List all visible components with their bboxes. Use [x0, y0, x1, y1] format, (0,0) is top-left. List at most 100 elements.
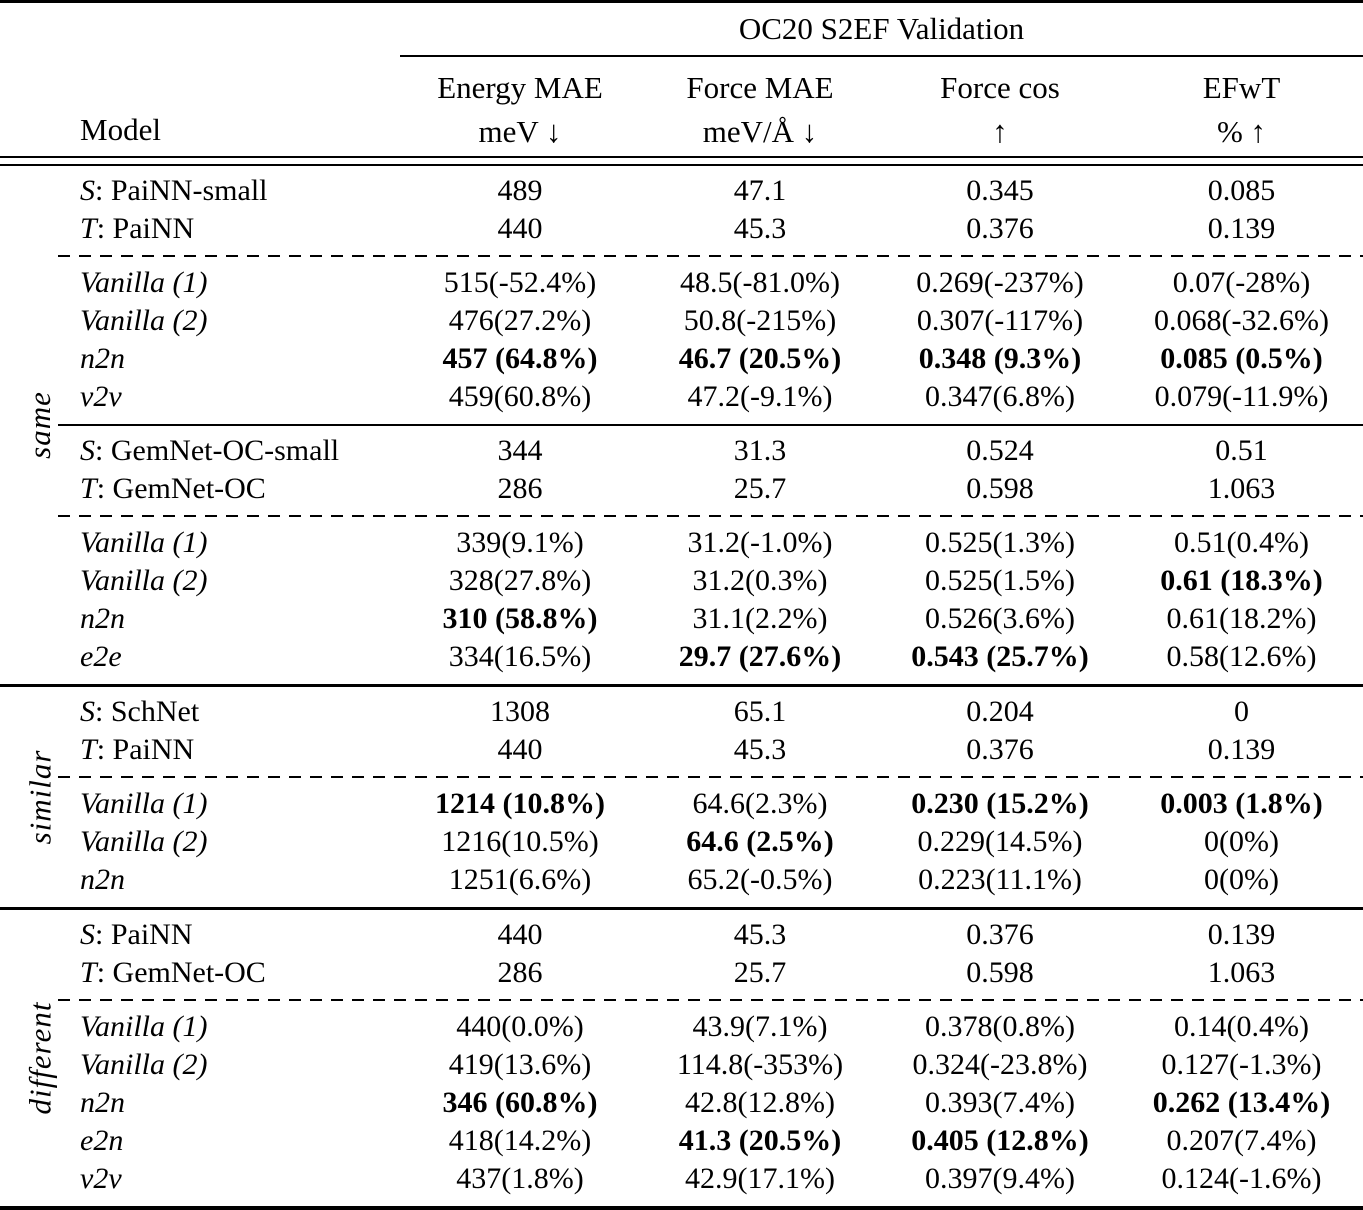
- method-name: Vanilla (1): [80, 1010, 208, 1043]
- method-row: v2v 459(60.8%) 47.2(-9.1%) 0.347(6.8%) 0.079…: [80, 378, 1363, 416]
- value-cell: 0.085 (0.5%): [1160, 342, 1323, 375]
- column-header-energy-mae: Energy MAE meV ↓: [400, 66, 640, 156]
- value-cell: 0.223(11.1%): [918, 863, 1082, 896]
- value-cell: 0(0%): [1204, 825, 1279, 858]
- group-body: S: SchNet 1308 65.1 0.204 0 T: PaiNN 440 45.3 0.…: [58, 687, 1363, 907]
- bottom-rule: [0, 1206, 1363, 1210]
- model-prefix: T: [80, 472, 97, 505]
- column-header-line1: EFwT: [1202, 70, 1281, 105]
- value-cell: 440: [497, 733, 543, 766]
- method-name: n2n: [80, 1086, 125, 1119]
- model-prefix: T: [80, 956, 97, 989]
- model-name: : GemNet-OC: [96, 472, 266, 505]
- value-cell: 45.3: [733, 212, 787, 245]
- method-row: n2n 1251(6.6%) 65.2(-0.5%) 0.223(11.1%) 0(0%…: [80, 861, 1363, 899]
- value-cell: 440: [497, 212, 543, 245]
- value-cell: 0.139: [1207, 212, 1276, 245]
- value-cell: 0.393(7.4%): [925, 1086, 1075, 1119]
- method-row: Vanilla (2) 419(13.6%) 114.8(-353%) 0.324(-…: [80, 1046, 1363, 1084]
- model-cell: S: PaiNN-small: [80, 174, 400, 208]
- value-cell: 0.526(3.6%): [925, 602, 1075, 635]
- source-target-row: S: PaiNN-small 489 47.1 0.345 0.085: [80, 172, 1363, 210]
- value-cell: 0.525(1.5%): [925, 564, 1075, 597]
- value-cell: 339(9.1%): [456, 526, 584, 559]
- model-cell: S: GemNet-OC-small: [80, 434, 400, 468]
- method-name: e2e: [80, 640, 122, 673]
- top-rule: [0, 0, 1363, 3]
- value-cell: 0.598: [966, 472, 1034, 505]
- value-cell: 25.7: [733, 472, 787, 505]
- method-name: v2v: [80, 1162, 122, 1195]
- value-cell: 1308: [490, 695, 550, 728]
- header-double-rule: [0, 156, 1363, 166]
- source-target-row: T: GemNet-OC 286 25.7 0.598 1.063: [80, 470, 1363, 508]
- value-cell: 0.524: [966, 434, 1034, 467]
- value-cell: 344: [497, 434, 543, 467]
- model-prefix: S: [80, 695, 95, 728]
- method-name: Vanilla (2): [80, 304, 208, 337]
- model-cell: S: SchNet: [80, 695, 400, 729]
- method-row: Vanilla (2) 328(27.8%) 31.2(0.3%) 0.525(1.5…: [80, 562, 1363, 600]
- model-name: : PaiNN: [96, 733, 195, 766]
- column-header-force-mae: Force MAE meV/Å ↓: [640, 66, 880, 156]
- source-target-row: S: GemNet-OC-small 344 31.3 0.524 0.51: [80, 432, 1363, 470]
- column-header-line2: meV ↓: [478, 114, 562, 149]
- value-cell: 43.9(7.1%): [692, 1010, 828, 1043]
- block-divider: [58, 424, 1363, 426]
- value-cell: 0.124(-1.6%): [1161, 1162, 1322, 1195]
- model-prefix: S: [80, 918, 95, 951]
- block: S: SchNet 1308 65.1 0.204 0 T: PaiNN 440 45.3 0.…: [58, 687, 1363, 907]
- spanner-spacer: [0, 3, 400, 57]
- value-cell: 64.6(2.3%): [692, 787, 828, 820]
- method-row: n2n 457 (64.8%) 46.7 (20.5%) 0.348 (9.3%) 0.…: [80, 340, 1363, 378]
- value-cell: 515(-52.4%): [443, 266, 597, 299]
- column-header-line2: % ↑: [1216, 114, 1267, 149]
- model-prefix: T: [80, 733, 97, 766]
- method-row: Vanilla (1) 515(-52.4%) 48.5(-81.0%) 0.269(…: [80, 264, 1363, 302]
- column-header-row: Model Energy MAE meV ↓ Force MAE meV/Å ↓…: [0, 57, 1363, 156]
- value-cell: 0.207(7.4%): [1166, 1124, 1317, 1157]
- value-cell: 0.397(9.4%): [925, 1162, 1075, 1195]
- method-name: v2v: [80, 380, 122, 413]
- value-cell: 0.127(-1.3%): [1161, 1048, 1322, 1081]
- method-name: n2n: [80, 602, 125, 635]
- group-similar: similar S: SchNet 1308 65.1 0.204 0 T: PaiNN 44…: [0, 687, 1363, 907]
- value-cell: 0.139: [1207, 918, 1276, 951]
- value-cell: 440: [497, 918, 543, 951]
- value-cell: 65.1: [733, 695, 787, 728]
- block: S: PaiNN-small 489 47.1 0.345 0.085 T: PaiNN 4…: [58, 166, 1363, 424]
- dashed-divider: [58, 255, 1363, 257]
- value-cell: 25.7: [733, 956, 787, 989]
- value-cell: 0.61 (18.3%): [1160, 564, 1323, 597]
- method-name: n2n: [80, 863, 125, 896]
- model-cell: T: GemNet-OC: [80, 472, 400, 506]
- source-target-row: S: PaiNN 440 45.3 0.376 0.139: [80, 916, 1363, 954]
- value-cell: 42.9(17.1%): [685, 1162, 835, 1195]
- value-cell: 1.063: [1207, 956, 1276, 989]
- column-header-line1: Force cos: [940, 70, 1060, 105]
- column-header-line2: meV/Å ↓: [702, 114, 818, 149]
- method-name: Vanilla (1): [80, 787, 208, 820]
- method-name: n2n: [80, 342, 125, 375]
- value-cell: 437(1.8%): [456, 1162, 584, 1195]
- value-cell: 31.1(2.2%): [692, 602, 828, 635]
- value-cell: 1214 (10.8%): [435, 787, 605, 820]
- value-cell: 286: [497, 956, 543, 989]
- block: S: GemNet-OC-small 344 31.3 0.524 0.51 T: Gem…: [58, 426, 1363, 684]
- value-cell: 457 (64.8%): [442, 342, 598, 375]
- value-cell: 0.07(-28%): [1172, 266, 1311, 299]
- source-target-row: T: GemNet-OC 286 25.7 0.598 1.063: [80, 954, 1363, 992]
- value-cell: 0.269(-237%): [916, 266, 1084, 299]
- dashed-divider: [58, 776, 1363, 778]
- method-row: n2n 346 (60.8%) 42.8(12.8%) 0.393(7.4%) 0.26…: [80, 1084, 1363, 1122]
- model-cell: T: PaiNN: [80, 212, 400, 246]
- value-cell: 0(0%): [1204, 863, 1279, 896]
- model-name: : GemNet-OC: [96, 956, 266, 989]
- value-cell: 346 (60.8%): [442, 1086, 598, 1119]
- value-cell: 489: [497, 174, 543, 207]
- model-column-header: Model: [80, 112, 161, 147]
- group-body: S: PaiNN 440 45.3 0.376 0.139 T: GemNet-OC 286…: [58, 910, 1363, 1206]
- method-name: Vanilla (2): [80, 825, 208, 858]
- value-cell: 0.139: [1207, 733, 1276, 766]
- method-row: Vanilla (1) 339(9.1%) 31.2(-1.0%) 0.525(1.3…: [80, 524, 1363, 562]
